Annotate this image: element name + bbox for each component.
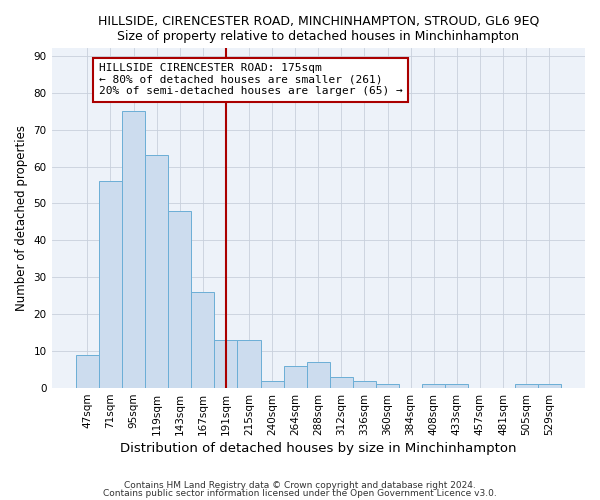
Text: Contains public sector information licensed under the Open Government Licence v3: Contains public sector information licen… [103, 489, 497, 498]
Bar [76, 355, 99, 388]
Bar [538, 384, 561, 388]
Bar [515, 384, 538, 388]
Bar [260, 380, 284, 388]
X-axis label: Distribution of detached houses by size in Minchinhampton: Distribution of detached houses by size … [120, 442, 517, 455]
Bar [307, 362, 330, 388]
Bar [238, 340, 260, 388]
Text: Contains HM Land Registry data © Crown copyright and database right 2024.: Contains HM Land Registry data © Crown c… [124, 480, 476, 490]
Bar [284, 366, 307, 388]
Bar [122, 111, 145, 388]
Bar [191, 292, 214, 388]
Bar [214, 340, 238, 388]
Bar [445, 384, 469, 388]
Title: HILLSIDE, CIRENCESTER ROAD, MINCHINHAMPTON, STROUD, GL6 9EQ
Size of property rel: HILLSIDE, CIRENCESTER ROAD, MINCHINHAMPT… [98, 15, 539, 43]
Bar [353, 380, 376, 388]
Y-axis label: Number of detached properties: Number of detached properties [15, 125, 28, 311]
Bar [422, 384, 445, 388]
Bar [168, 211, 191, 388]
Text: HILLSIDE CIRENCESTER ROAD: 175sqm
← 80% of detached houses are smaller (261)
20%: HILLSIDE CIRENCESTER ROAD: 175sqm ← 80% … [99, 63, 403, 96]
Bar [330, 377, 353, 388]
Bar [376, 384, 399, 388]
Bar [99, 182, 122, 388]
Bar [145, 156, 168, 388]
